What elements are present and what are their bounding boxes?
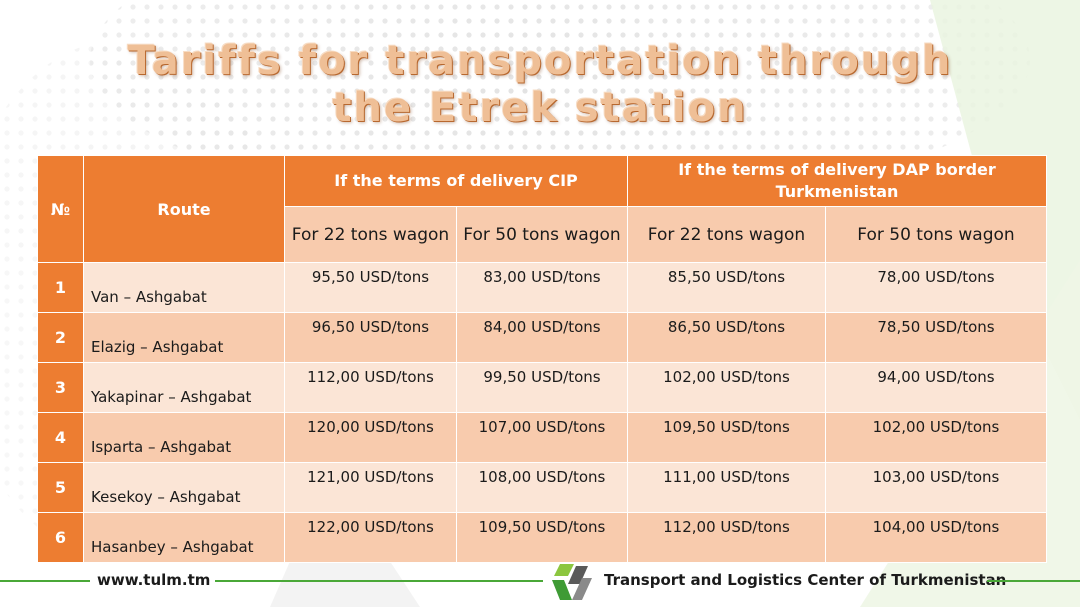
- row-dap-50: 102,00 USD/tons: [825, 412, 1047, 463]
- header-cip: If the terms of delivery CIP: [284, 155, 628, 207]
- tulm-logo-icon: [552, 564, 592, 600]
- row-dap-50: 104,00 USD/tons: [825, 512, 1047, 563]
- row-dap-22: 85,50 USD/tons: [627, 262, 826, 313]
- row-dap-22: 86,50 USD/tons: [627, 312, 826, 363]
- table-row: 1 Van – Ashgabat 95,50 USD/tons 83,00 US…: [37, 262, 1047, 313]
- row-cip-22: 121,00 USD/tons: [284, 462, 457, 513]
- row-cip-50: 84,00 USD/tons: [456, 312, 628, 363]
- header-route: Route: [83, 155, 285, 263]
- row-route: Kesekoy – Ashgabat: [83, 462, 285, 513]
- row-cip-22: 96,50 USD/tons: [284, 312, 457, 363]
- header-dap-22: For 22 tons wagon: [627, 206, 826, 263]
- table-row: 3 Yakapinar – Ashgabat 112,00 USD/tons 9…: [37, 362, 1047, 413]
- tariffs-table: № Route If the terms of delivery CIP If …: [37, 155, 1047, 563]
- row-number: 4: [37, 412, 84, 463]
- table-row: 4 Isparta – Ashgabat 120,00 USD/tons 107…: [37, 412, 1047, 463]
- title-line-2: the Etrek station: [332, 85, 748, 131]
- row-route: Isparta – Ashgabat: [83, 412, 285, 463]
- row-cip-22: 95,50 USD/tons: [284, 262, 457, 313]
- row-cip-22: 122,00 USD/tons: [284, 512, 457, 563]
- row-dap-50: 103,00 USD/tons: [825, 462, 1047, 513]
- row-route: Yakapinar – Ashgabat: [83, 362, 285, 413]
- table-row: 2 Elazig – Ashgabat 96,50 USD/tons 84,00…: [37, 312, 1047, 363]
- header-number: №: [37, 155, 84, 263]
- footer-website-link[interactable]: www.tulm.tm: [97, 571, 211, 589]
- title-line-1: Tariffs for transportation through: [127, 38, 953, 84]
- footer-divider-left: [0, 580, 90, 582]
- header-cip-50: For 50 tons wagon: [456, 206, 628, 263]
- footer-divider-right: [987, 580, 1080, 582]
- row-cip-50: 107,00 USD/tons: [456, 412, 628, 463]
- header-cip-22: For 22 tons wagon: [284, 206, 457, 263]
- row-dap-22: 112,00 USD/tons: [627, 512, 826, 563]
- header-dap-50: For 50 tons wagon: [825, 206, 1047, 263]
- row-route: Hasanbey – Ashgabat: [83, 512, 285, 563]
- row-number: 3: [37, 362, 84, 413]
- row-cip-50: 83,00 USD/tons: [456, 262, 628, 313]
- row-dap-22: 111,00 USD/tons: [627, 462, 826, 513]
- row-cip-50: 108,00 USD/tons: [456, 462, 628, 513]
- row-dap-22: 102,00 USD/tons: [627, 362, 826, 413]
- page-title: Tariffs for transportation through the E…: [0, 38, 1080, 132]
- row-cip-22: 120,00 USD/tons: [284, 412, 457, 463]
- header-dap: If the terms of delivery DAP border Turk…: [627, 155, 1047, 207]
- row-number: 1: [37, 262, 84, 313]
- table-header-row: № Route If the terms of delivery CIP If …: [37, 155, 1047, 263]
- footer-divider-middle: [215, 580, 543, 582]
- row-number: 6: [37, 512, 84, 563]
- table-row: 6 Hasanbey – Ashgabat 122,00 USD/tons 10…: [37, 512, 1047, 563]
- row-number: 2: [37, 312, 84, 363]
- row-route: Elazig – Ashgabat: [83, 312, 285, 363]
- row-cip-50: 99,50 USD/tons: [456, 362, 628, 413]
- row-dap-50: 78,50 USD/tons: [825, 312, 1047, 363]
- row-route: Van – Ashgabat: [83, 262, 285, 313]
- row-cip-50: 109,50 USD/tons: [456, 512, 628, 563]
- row-dap-22: 109,50 USD/tons: [627, 412, 826, 463]
- row-dap-50: 78,00 USD/tons: [825, 262, 1047, 313]
- table-row: 5 Kesekoy – Ashgabat 121,00 USD/tons 108…: [37, 462, 1047, 513]
- footer-organization-name: Transport and Logistics Center of Turkme…: [604, 571, 1007, 589]
- row-number: 5: [37, 462, 84, 513]
- row-dap-50: 94,00 USD/tons: [825, 362, 1047, 413]
- row-cip-22: 112,00 USD/tons: [284, 362, 457, 413]
